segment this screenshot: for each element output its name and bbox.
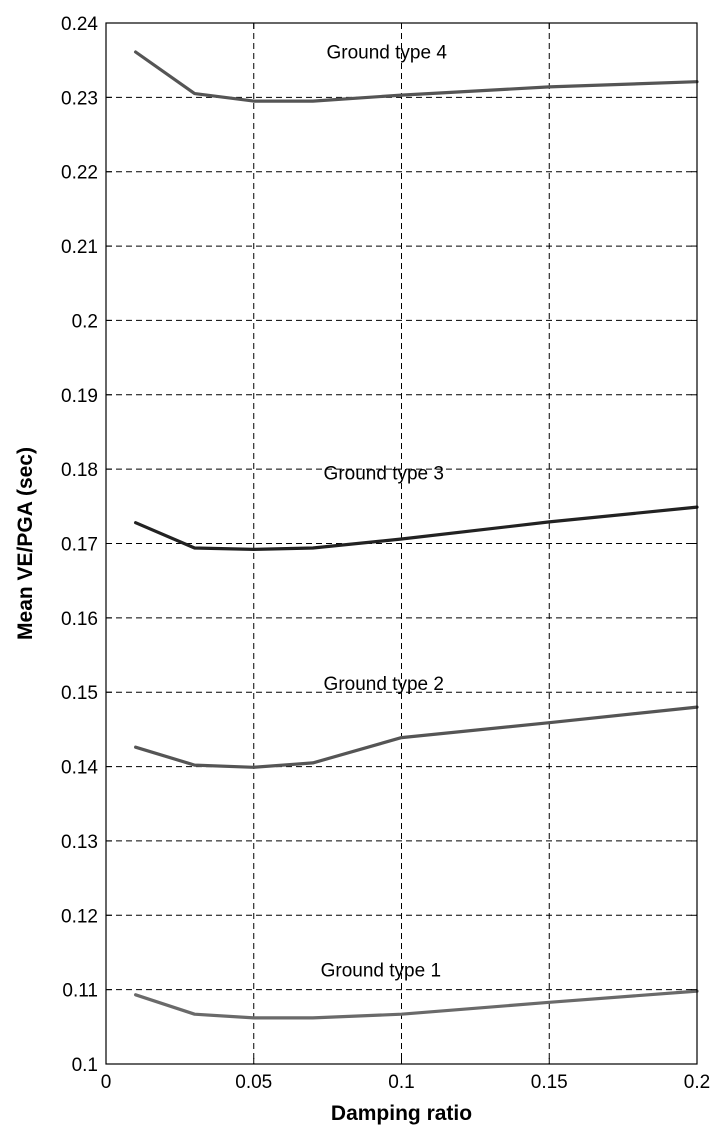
y-tick-label: 0.22 <box>61 163 98 184</box>
y-tick-label: 0.18 <box>61 460 98 481</box>
y-tick-label: 0.19 <box>61 386 98 407</box>
y-tick-label: 0.16 <box>61 609 98 630</box>
y-axis-label: Mean VE/PGA (sec) <box>14 447 37 640</box>
y-tick-label: 0.13 <box>61 832 98 853</box>
series-annotation: Ground type 3 <box>324 464 444 485</box>
x-axis-label: Damping ratio <box>331 1102 472 1125</box>
series-line-4 <box>134 50 699 103</box>
y-tick-label: 0.12 <box>61 906 98 927</box>
y-tick-label: 0.14 <box>61 758 98 779</box>
series-line-3 <box>134 505 699 552</box>
series-layer <box>134 50 699 1020</box>
y-tick-label: 0.15 <box>61 683 98 704</box>
y-tick-label: 0.1 <box>72 1055 98 1076</box>
series-line-1 <box>134 989 699 1020</box>
tick-layer: 0 0.05 0.1 0.15 0.2 0.1 0.11 0.12 0.13 0.14 0.15 0.… <box>61 14 710 1093</box>
series-annotation: Ground type 2 <box>324 674 444 695</box>
x-tick-label: 0.05 <box>235 1072 272 1093</box>
x-tick-label: 0.1 <box>388 1072 414 1093</box>
y-tick-label: 0.23 <box>61 88 98 109</box>
y-tick-label: 0.2 <box>72 311 98 332</box>
y-tick-label: 0.24 <box>61 14 98 35</box>
y-tick-label: 0.17 <box>61 535 98 556</box>
annotation-layer: Ground type 1 Ground type 2 Ground type 3 G… <box>321 43 448 982</box>
grid-layer <box>106 23 697 1064</box>
y-tick-label: 0.21 <box>61 237 98 258</box>
series-annotation: Ground type 1 <box>321 960 441 981</box>
x-tick-label: 0 <box>101 1072 112 1093</box>
x-tick-label: 0.15 <box>531 1072 568 1093</box>
x-tick-label: 0.2 <box>684 1072 710 1093</box>
y-tick-label: 0.11 <box>62 981 98 1002</box>
series-annotation: Ground type 4 <box>327 43 448 64</box>
series-line-2 <box>134 705 699 769</box>
